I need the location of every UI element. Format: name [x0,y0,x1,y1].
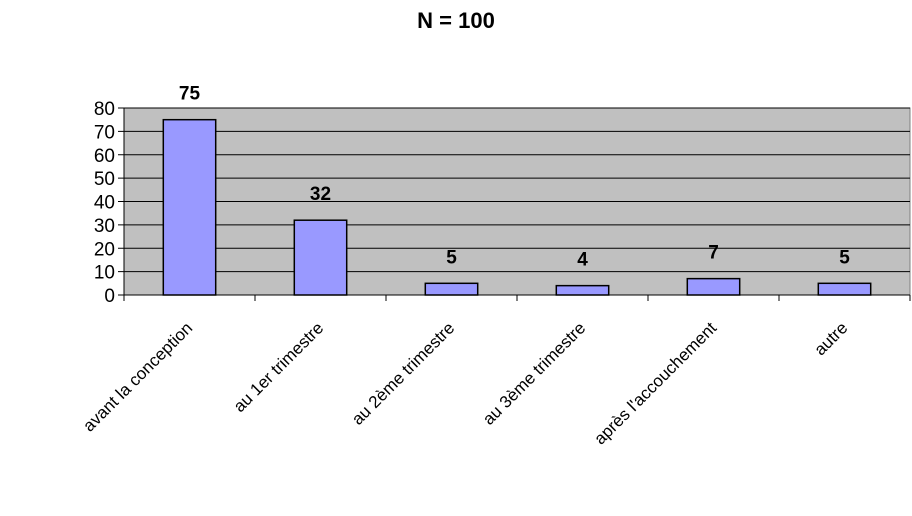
y-tick-label: 50 [94,169,115,190]
bar [293,219,348,296]
bar [162,118,217,296]
data-label: 5 [839,247,850,268]
data-label: 5 [446,247,457,268]
y-tick-label: 60 [94,146,115,167]
x-category-label: après l'accouchement [590,318,720,448]
data-label: 32 [310,184,331,205]
bar [817,282,872,296]
data-label: 4 [577,250,588,271]
y-tick-label: 10 [94,263,115,284]
data-label: 7 [708,243,719,264]
y-tick-label: 20 [94,239,115,260]
bar [424,282,479,296]
x-category-label: au 3ème trimestre [479,318,589,428]
data-label: 75 [179,84,201,105]
y-tick-label: 30 [94,216,115,237]
x-category-label: autre [810,318,851,359]
bar [686,277,741,296]
bar [555,284,610,296]
y-tick-label: 40 [94,193,115,214]
x-category-label: au 2ème trimestre [348,318,458,428]
y-tick-label: 70 [94,122,115,143]
chart-title: N = 100 [417,8,495,33]
y-tick-label: 80 [94,99,115,120]
y-tick-label: 0 [104,286,115,307]
x-category-label: au 1er trimestre [230,318,328,416]
x-category-label: avant la conception [79,318,196,435]
